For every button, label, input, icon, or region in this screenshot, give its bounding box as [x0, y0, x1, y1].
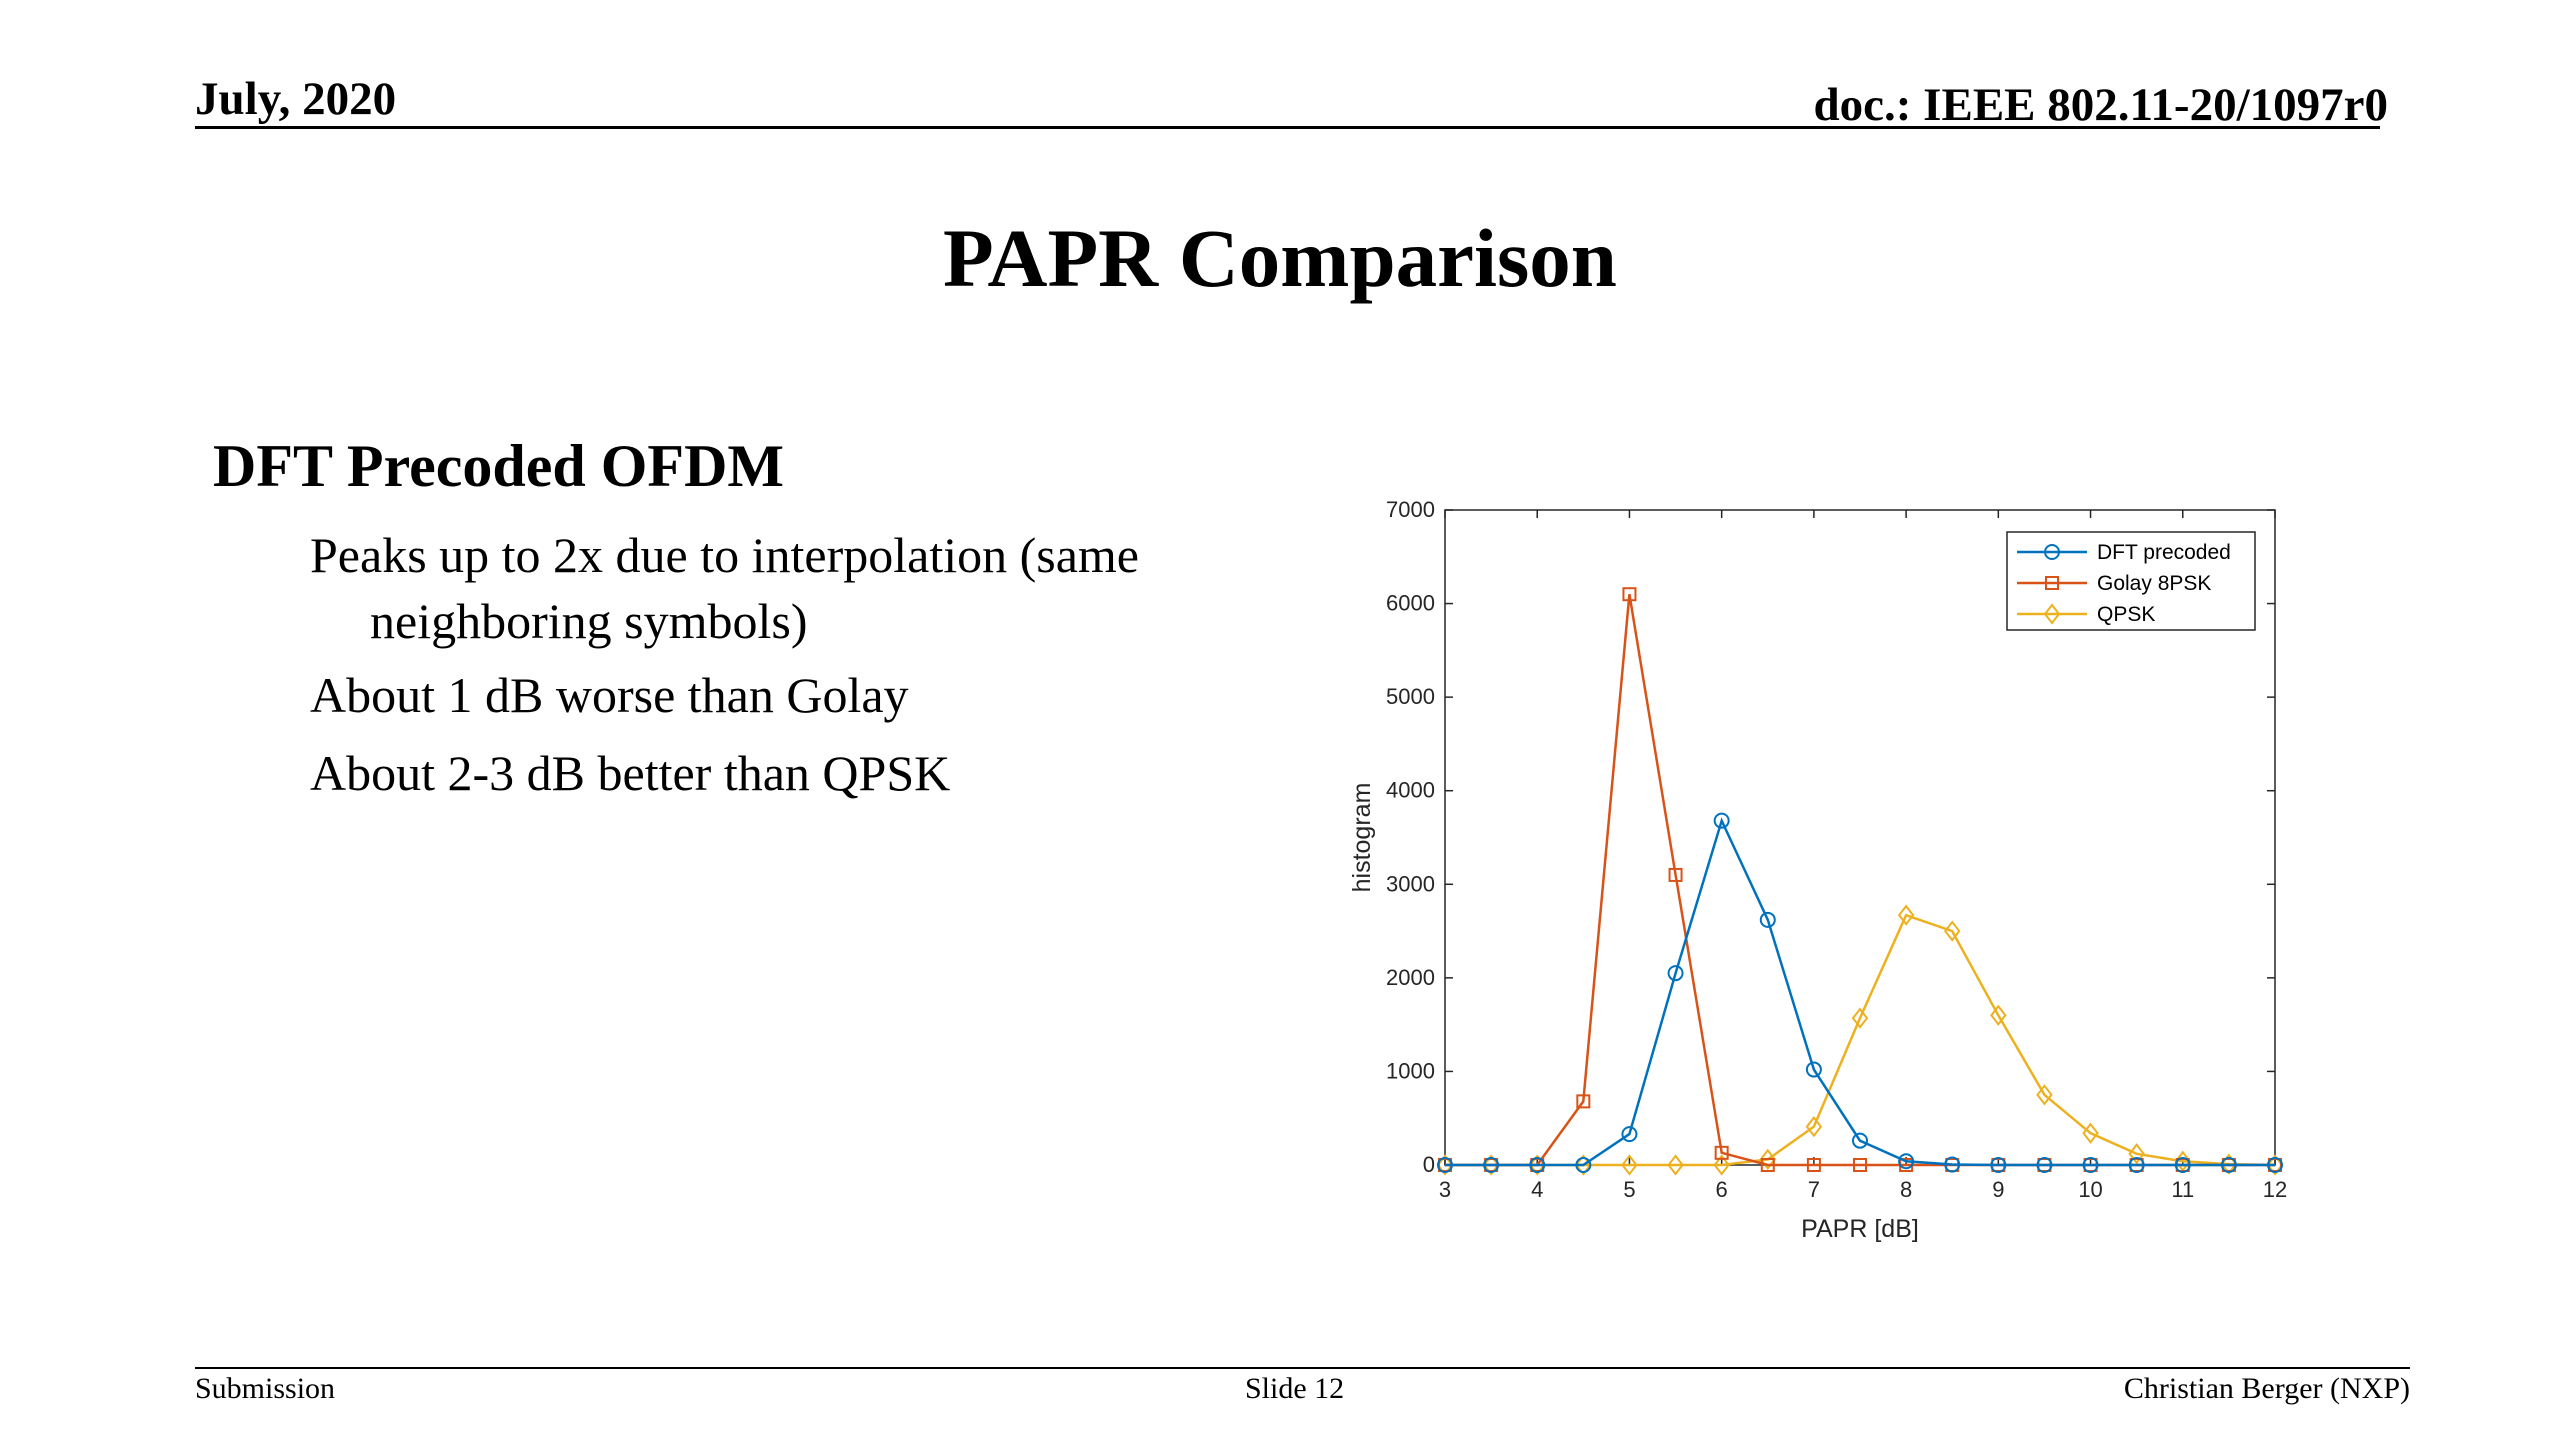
legend-label: Golay 8PSK	[2097, 572, 2211, 595]
legend-marker	[2044, 544, 2060, 560]
y-tick-label: 2000	[1386, 965, 1435, 990]
header-doc-id: doc.: IEEE 802.11-20/1097r0	[1813, 79, 2388, 131]
data-point-dft-precoded	[2174, 1157, 2191, 1173]
data-point-qpsk	[1528, 1154, 1546, 1176]
data-point-dft-precoded	[2036, 1157, 2053, 1173]
x-tick-label: 4	[1531, 1177, 1543, 1202]
footer-author: Christian Berger (NXP)	[2123, 1372, 2410, 1405]
y-tick-label: 3000	[1386, 871, 1435, 896]
x-tick-label: 9	[1992, 1177, 2004, 1202]
footer-slide-number: Slide 12	[1245, 1372, 1345, 1405]
bullet-1-line2: neighboring symbols)	[370, 593, 808, 649]
data-point-golay-8psk	[1760, 1158, 1775, 1172]
data-point-dft-precoded	[1805, 1061, 1822, 1078]
header-date: July, 2020	[195, 73, 397, 125]
data-point-golay-8psk	[1668, 867, 1683, 882]
y-tick-label: 7000	[1386, 497, 1435, 522]
data-point-dft-precoded	[1529, 1157, 1546, 1173]
x-tick-label: 3	[1439, 1177, 1451, 1202]
data-point-qpsk	[1943, 920, 1961, 942]
y-tick-label: 5000	[1386, 684, 1435, 709]
x-tick-label: 8	[1900, 1177, 1912, 1202]
legend-label: QPSK	[2097, 603, 2155, 626]
footer-submission: Submission	[195, 1372, 336, 1405]
data-point-dft-precoded	[1759, 911, 1776, 928]
data-point-qpsk	[1482, 1154, 1500, 1176]
data-point-dft-precoded	[1944, 1156, 1961, 1173]
data-point-golay-8psk	[1806, 1158, 1821, 1172]
data-point-qpsk	[1990, 1004, 2007, 1026]
data-point-dft-precoded	[1575, 1157, 1592, 1173]
y-tick-label: 1000	[1386, 1058, 1435, 1083]
x-tick-label: 10	[2078, 1177, 2102, 1202]
data-point-golay-8psk	[1714, 1145, 1729, 1160]
x-tick-label: 12	[2263, 1177, 2287, 1202]
bullet-3: About 2-3 dB better than QPSK	[310, 740, 1310, 806]
data-point-dft-precoded	[1898, 1153, 1915, 1170]
legend-label: DFT precoded	[2097, 541, 2231, 564]
data-point-dft-precoded	[1852, 1132, 1868, 1149]
y-tick-label: 6000	[1386, 591, 1435, 616]
header-divider	[195, 126, 2380, 129]
data-point-qpsk	[1759, 1148, 1777, 1171]
bullet-3-text: About 2-3 dB better than QPSK	[310, 745, 951, 801]
footer-divider	[195, 1367, 2410, 1369]
y-axis-label: histogram	[1348, 783, 1376, 893]
data-point-dft-precoded	[2220, 1157, 2237, 1173]
data-point-qpsk	[1805, 1116, 1823, 1138]
data-point-dft-precoded	[1667, 965, 1684, 982]
data-point-dft-precoded	[2267, 1157, 2283, 1173]
data-point-dft-precoded	[2082, 1157, 2099, 1173]
papr-chart: 3 4 5 6 7 8 9 10 11 12 0 1000 2000 3000 4000 5000 6000 70…	[1348, 497, 2287, 1243]
data-point-qpsk	[2128, 1143, 2145, 1165]
bullet-1: Peaks up to 2x due to interpolation (sam…	[310, 522, 1310, 654]
series-line-dft-precoded	[1445, 817, 2275, 1167]
x-axis-label: PAPR [dB]	[1801, 1215, 1919, 1243]
x-tick-label: 5	[1623, 1177, 1635, 1202]
data-point-qpsk	[1713, 1154, 1730, 1176]
data-point-qpsk	[1436, 1154, 1454, 1176]
bullet-2-text: About 1 dB worse than Golay	[310, 667, 909, 723]
data-point-qpsk	[2082, 1122, 2099, 1144]
data-point-golay-8psk	[1622, 587, 1637, 602]
data-point-dft-precoded	[1621, 1126, 1638, 1143]
legend-marker	[2045, 576, 2059, 590]
bullet-2: About 1 dB worse than Golay	[310, 662, 1310, 728]
data-point-dft-precoded	[1990, 1157, 2007, 1173]
legend-marker	[2043, 603, 2061, 625]
x-tick-label: 7	[1808, 1177, 1820, 1202]
x-tick-label: 6	[1716, 1177, 1728, 1202]
data-point-dft-precoded	[1483, 1157, 1500, 1173]
data-point-qpsk	[1897, 904, 1915, 926]
data-point-dft-precoded	[2128, 1157, 2145, 1173]
x-tick-label: 11	[2171, 1177, 2194, 1202]
data-point-qpsk	[1851, 1007, 1869, 1029]
data-point-dft-precoded	[1713, 812, 1730, 829]
data-point-golay-8psk	[1853, 1158, 1867, 1172]
bullet-1-line1: Peaks up to 2x due to interpolation (sam…	[310, 527, 1140, 583]
slide-title: PAPR Comparison	[943, 212, 1617, 304]
content-heading: DFT Precoded OFDM	[213, 433, 785, 499]
y-tick-label: 4000	[1386, 778, 1435, 803]
data-point-qpsk	[1667, 1154, 1684, 1176]
data-point-qpsk	[1621, 1154, 1638, 1176]
y-tick-label: 0	[1423, 1152, 1435, 1177]
data-point-golay-8psk	[1576, 1094, 1591, 1109]
data-point-qpsk	[2266, 1154, 2284, 1176]
data-point-dft-precoded	[1437, 1157, 1453, 1173]
data-point-qpsk	[2036, 1084, 2053, 1106]
chart-legend: DFT precoded Golay 8PSK QPSK	[2006, 531, 2256, 631]
